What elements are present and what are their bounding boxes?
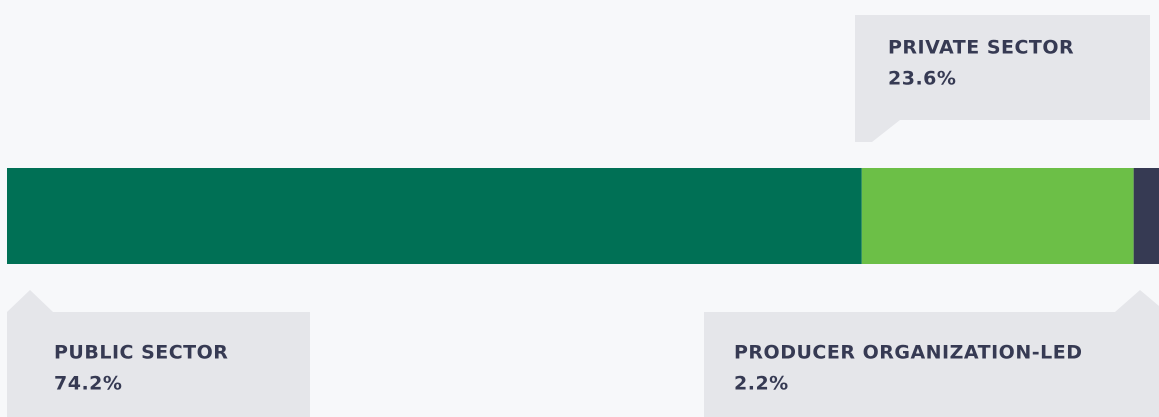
callout-name: PRODUCER ORGANIZATION-LED [734, 342, 1082, 364]
callout-pointer [855, 120, 900, 142]
callout-pointer [1115, 290, 1159, 312]
callout-value: 23.6% [888, 68, 956, 90]
callout-value: 74.2% [54, 373, 122, 395]
callout-box [855, 15, 1150, 120]
bar-segment [861, 168, 1134, 264]
bar-segment [7, 168, 862, 264]
callout-value: 2.2% [734, 373, 789, 395]
callout-name: PUBLIC SECTOR [54, 342, 228, 364]
bar-segment [1133, 168, 1159, 264]
callout-name: PRIVATE SECTOR [888, 37, 1074, 59]
callout-pointer [7, 290, 53, 312]
callout-box [704, 312, 1159, 417]
callout-box [7, 312, 310, 417]
